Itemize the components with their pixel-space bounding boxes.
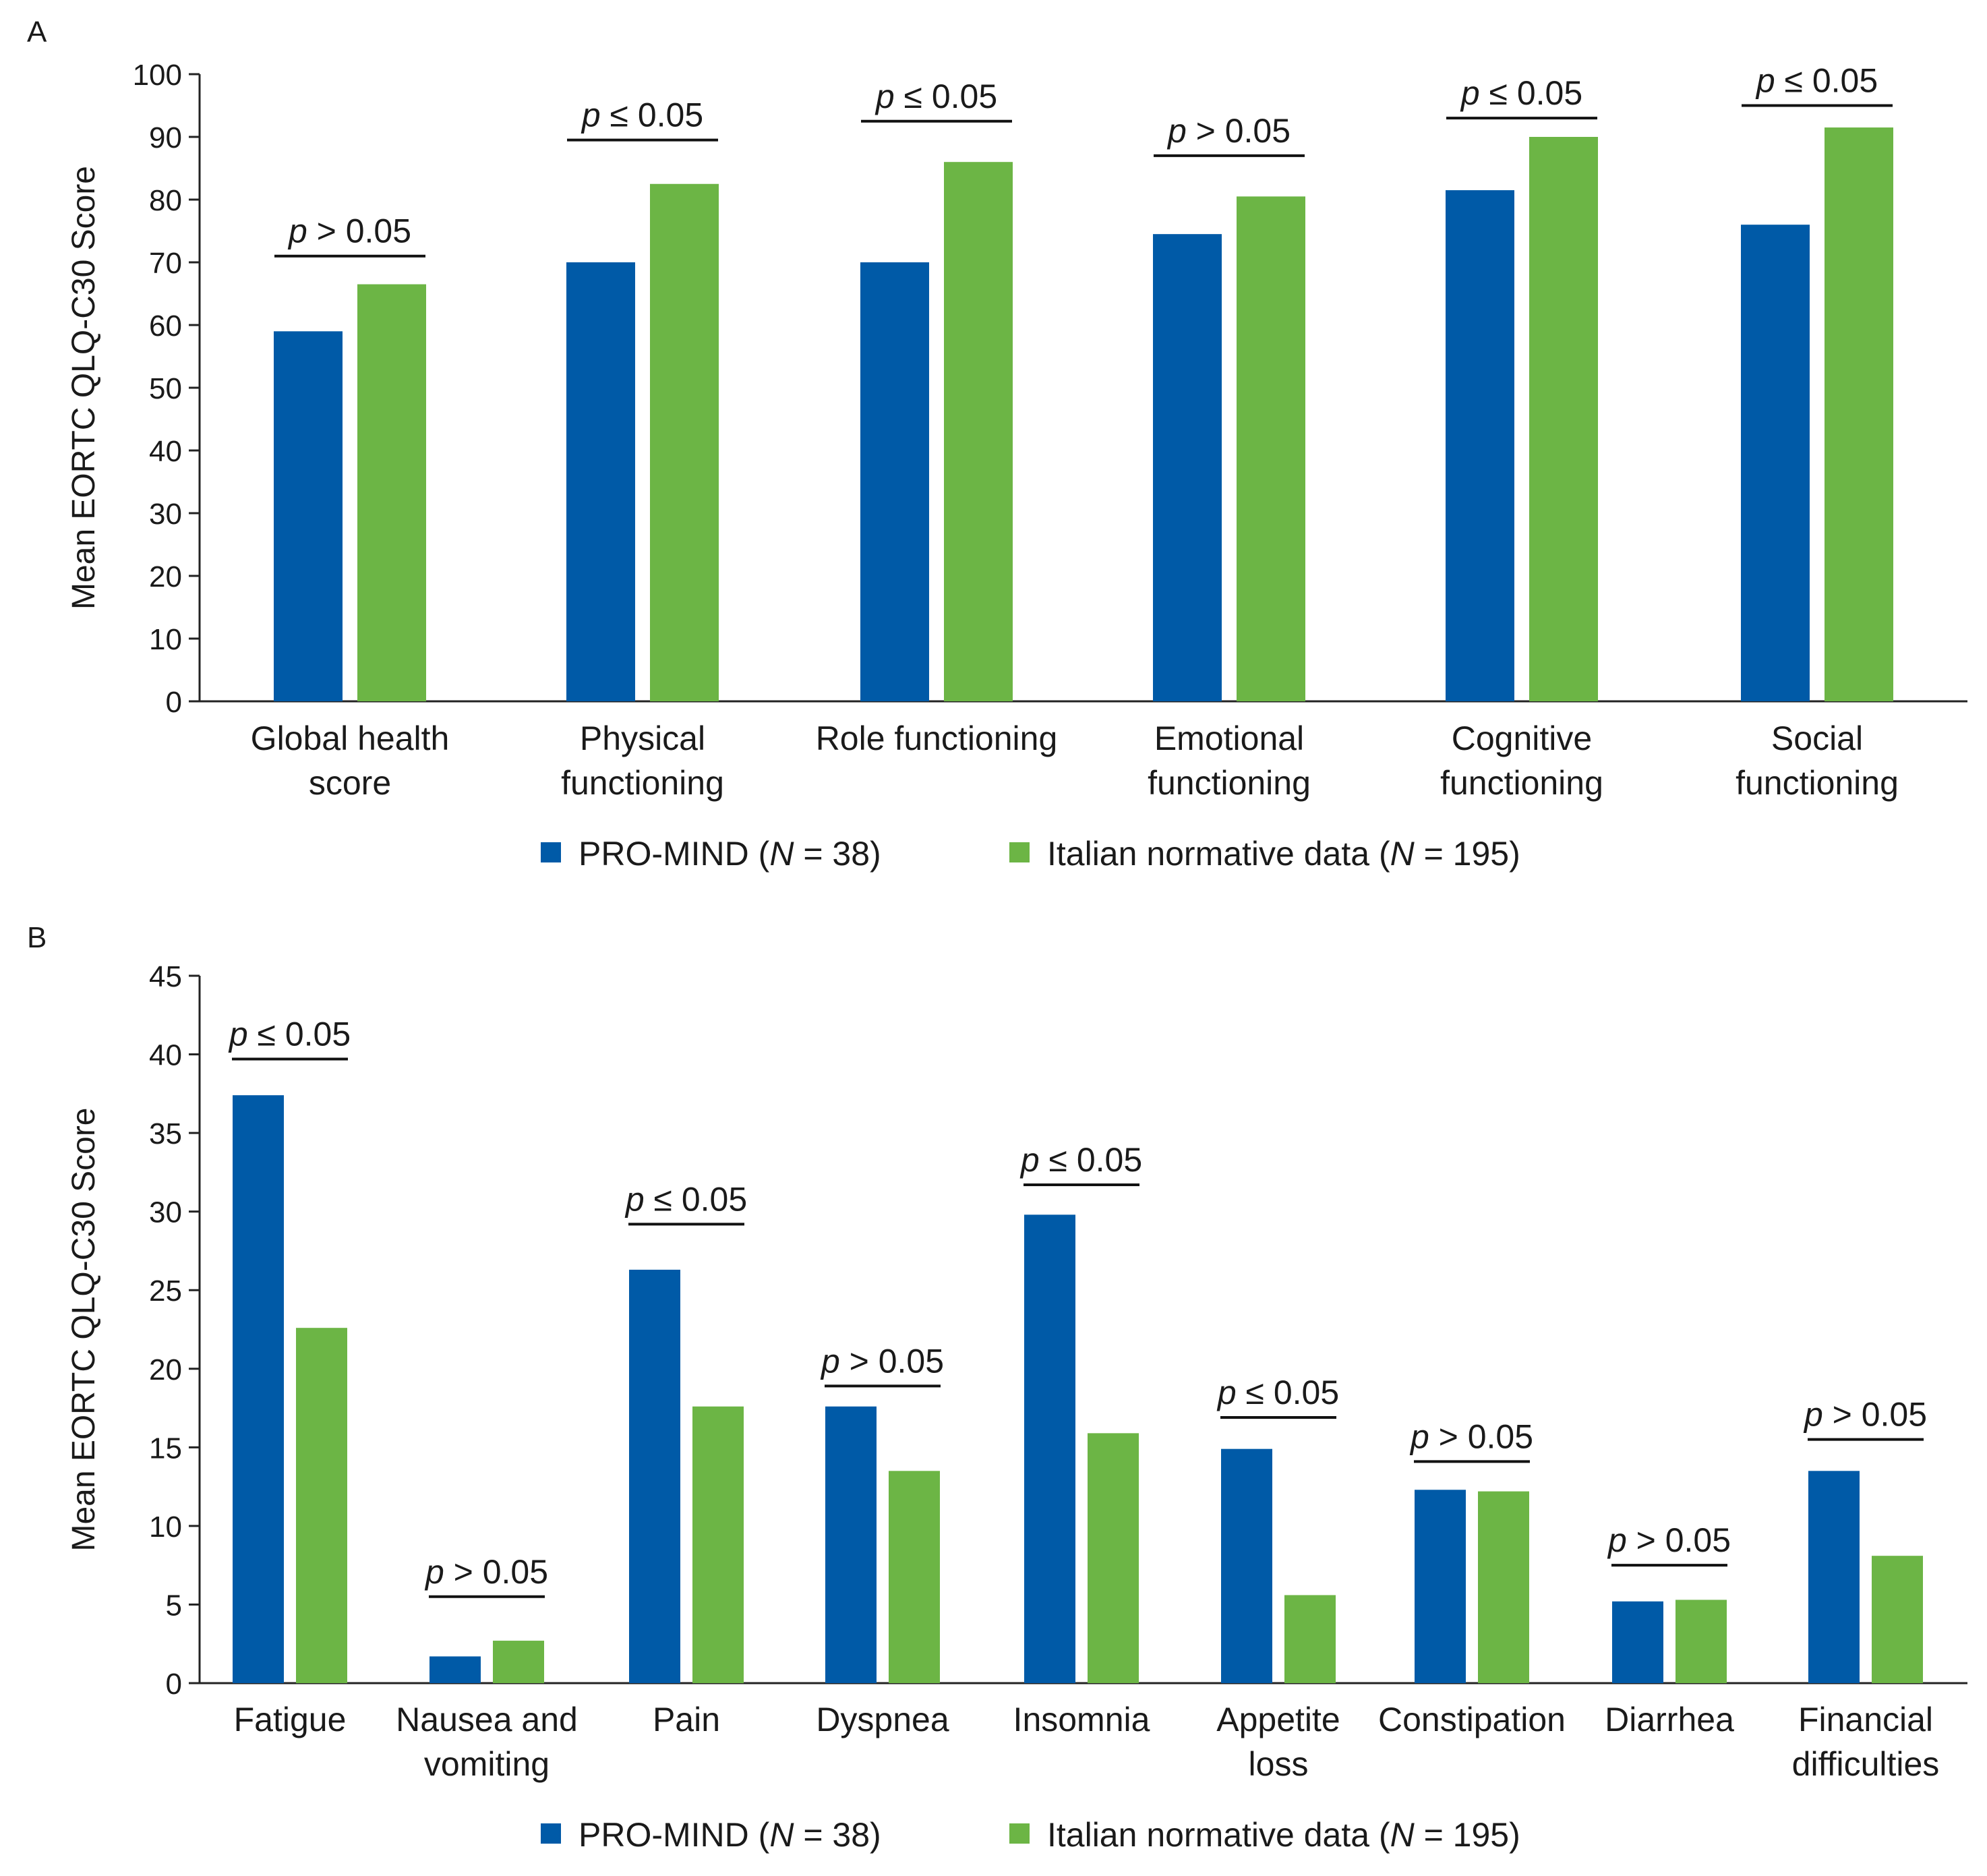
bar-pro-mind bbox=[233, 1095, 284, 1683]
bar-pro-mind bbox=[629, 1269, 680, 1683]
bar-italian-normative bbox=[1284, 1595, 1336, 1683]
bar-pro-mind bbox=[1741, 225, 1810, 701]
y-tick-label: 30 bbox=[149, 498, 182, 531]
chart-panel-a: A Mean EORTC QLQ-C30 Score 0 10 20 30 40 50 60 70… bbox=[27, 16, 1967, 873]
y-tick-label: 100 bbox=[133, 59, 182, 92]
legend: PRO-MIND (N = 38) Italian normative data … bbox=[541, 1816, 1520, 1854]
legend-swatch bbox=[1009, 842, 1030, 862]
bar-italian-normative bbox=[650, 183, 719, 701]
bar-pro-mind bbox=[429, 1656, 481, 1683]
p-value-label: p > 0.05 bbox=[1166, 112, 1291, 150]
bar-italian-normative bbox=[493, 1641, 544, 1683]
panel-label: B bbox=[27, 921, 47, 954]
bar-pro-mind bbox=[1153, 234, 1222, 701]
y-tick-label: 90 bbox=[149, 121, 182, 154]
x-tick-label: Constipation bbox=[1378, 1701, 1566, 1738]
y-axis-title: Mean EORTC QLQ-C30 Score bbox=[66, 166, 102, 610]
p-value-label: p > 0.05 bbox=[287, 212, 411, 250]
y-tick-label: 0 bbox=[166, 686, 182, 719]
chart-panel-b: B Mean EORTC QLQ-C30 Score 0 5 10 15 20 25 30 35 4… bbox=[27, 921, 1967, 1854]
bar-italian-normative bbox=[889, 1471, 940, 1683]
legend-swatch bbox=[541, 1823, 561, 1844]
x-tick-label: Appetite loss bbox=[1216, 1701, 1340, 1783]
y-tick-label: 35 bbox=[149, 1117, 182, 1150]
bar-italian-normative bbox=[1825, 127, 1893, 702]
legend-label: PRO-MIND (N = 38) bbox=[579, 835, 881, 873]
legend: PRO-MIND (N = 38) Italian normative data … bbox=[541, 835, 1520, 873]
bar-pro-mind bbox=[1446, 190, 1514, 701]
bar-italian-normative bbox=[944, 162, 1013, 701]
p-value-label: p ≤ 0.05 bbox=[624, 1180, 747, 1218]
y-tick-label: 10 bbox=[149, 623, 182, 656]
p-value-label: p > 0.05 bbox=[820, 1342, 944, 1380]
panel-label: A bbox=[27, 16, 47, 49]
y-tick-label: 20 bbox=[149, 560, 182, 593]
bar-pro-mind bbox=[1612, 1601, 1663, 1683]
p-value-label: p ≤ 0.05 bbox=[581, 96, 703, 134]
x-tick-label: Cognitive functioning bbox=[1440, 720, 1603, 802]
legend-swatch bbox=[1009, 1823, 1030, 1844]
legend-swatch bbox=[541, 842, 561, 862]
y-tick-label: 50 bbox=[149, 372, 182, 405]
bar-italian-normative bbox=[357, 284, 426, 701]
x-tick-label: Pain bbox=[653, 1701, 720, 1738]
y-tick-label: 5 bbox=[166, 1589, 182, 1622]
bar-pro-mind bbox=[860, 262, 929, 701]
bar-italian-normative bbox=[1237, 196, 1305, 702]
bar-italian-normative bbox=[1478, 1491, 1529, 1683]
p-value-label: p ≤ 0.05 bbox=[1755, 62, 1878, 100]
x-tick-label: Global health score bbox=[251, 720, 450, 802]
bar-italian-normative bbox=[1088, 1433, 1139, 1683]
y-tick-label: 40 bbox=[149, 1039, 182, 1072]
x-tick-label: Insomnia bbox=[1013, 1701, 1150, 1738]
p-value-label: p ≤ 0.05 bbox=[1460, 74, 1582, 112]
y-tick-label: 20 bbox=[149, 1353, 182, 1386]
y-tick-label: 10 bbox=[149, 1511, 182, 1544]
y-tick-label: 80 bbox=[149, 184, 182, 217]
p-value-label: p > 0.05 bbox=[424, 1553, 548, 1591]
p-value-label: p ≤ 0.05 bbox=[1019, 1141, 1142, 1179]
legend-label: PRO-MIND (N = 38) bbox=[579, 1816, 881, 1854]
p-value-label: p ≤ 0.05 bbox=[1216, 1374, 1339, 1411]
legend-label: Italian normative data (N = 195) bbox=[1047, 835, 1520, 873]
y-axis-title: Mean EORTC QLQ-C30 Score bbox=[66, 1107, 102, 1551]
bar-italian-normative bbox=[1872, 1556, 1923, 1683]
x-tick-label: Dyspnea bbox=[816, 1701, 949, 1738]
y-tick-label: 15 bbox=[149, 1432, 182, 1465]
x-tick-label: Emotional functioning bbox=[1148, 720, 1311, 802]
bar-pro-mind bbox=[1024, 1214, 1075, 1683]
bar-pro-mind bbox=[274, 331, 343, 701]
x-tick-label: Social functioning bbox=[1736, 720, 1899, 802]
p-value-label: p > 0.05 bbox=[1607, 1521, 1731, 1559]
bar-italian-normative bbox=[296, 1328, 347, 1683]
x-tick-label: Financial difficulties bbox=[1792, 1701, 1940, 1783]
x-tick-label: Fatigue bbox=[234, 1701, 347, 1738]
x-tick-label: Diarrhea bbox=[1605, 1701, 1734, 1738]
bar-pro-mind bbox=[1808, 1471, 1860, 1683]
y-tick-label: 45 bbox=[149, 960, 182, 993]
bar-pro-mind bbox=[1221, 1448, 1272, 1683]
y-tick-label: 25 bbox=[149, 1274, 182, 1308]
bar-pro-mind bbox=[1415, 1490, 1466, 1683]
bar-italian-normative bbox=[1675, 1600, 1727, 1683]
legend-label: Italian normative data (N = 195) bbox=[1047, 1816, 1520, 1854]
bar-pro-mind bbox=[825, 1406, 877, 1683]
y-tick-label: 70 bbox=[149, 247, 182, 280]
y-tick-label: 0 bbox=[166, 1668, 182, 1701]
bar-pro-mind bbox=[566, 262, 635, 701]
x-tick-label: Role functioning bbox=[816, 720, 1058, 757]
bar-italian-normative bbox=[692, 1406, 744, 1683]
p-value-label: p ≤ 0.05 bbox=[228, 1016, 351, 1053]
y-tick-label: 60 bbox=[149, 310, 182, 343]
p-value-label: p ≤ 0.05 bbox=[874, 78, 997, 115]
bar-italian-normative bbox=[1529, 137, 1598, 701]
x-tick-label: Physical functioning bbox=[561, 720, 724, 802]
p-value-label: p > 0.05 bbox=[1409, 1417, 1533, 1455]
x-tick-label: Nausea and vomiting bbox=[396, 1701, 578, 1783]
p-value-label: p > 0.05 bbox=[1803, 1396, 1927, 1434]
y-tick-label: 40 bbox=[149, 435, 182, 468]
y-tick-label: 30 bbox=[149, 1196, 182, 1229]
